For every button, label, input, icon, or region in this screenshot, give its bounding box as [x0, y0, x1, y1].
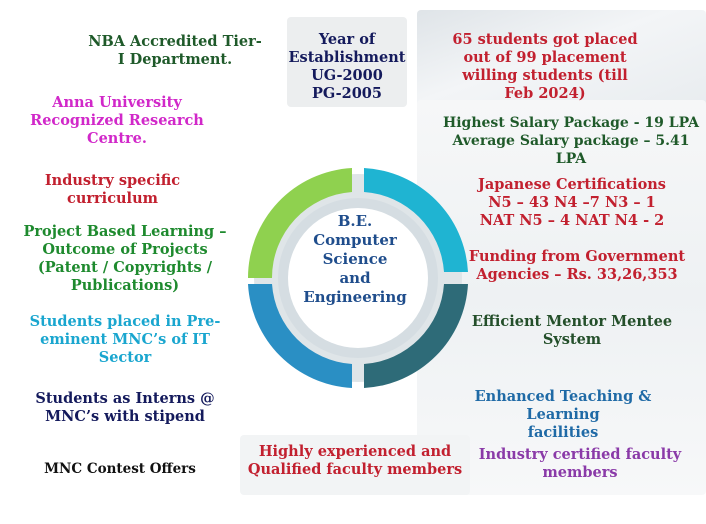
bottom-panel	[240, 435, 470, 495]
placement-stats: 65 students got placed out of 99 placeme…	[452, 31, 638, 102]
nba-accreditation: NBA Accredited Tier- I Department.	[88, 33, 262, 68]
project-based-learning: Project Based Learning – Outcome of Proj…	[23, 223, 227, 294]
industry-certified-faculty: Industry certified faculty members	[478, 446, 682, 481]
program-line-2: Computer	[313, 231, 397, 249]
program-line-5: Engineering	[303, 288, 407, 306]
year-of-establishment: Year of Establishment UG-2000 PG-2005	[288, 31, 406, 102]
mnc-placements: Students placed in Pre- eminent MNC’s of…	[29, 313, 221, 366]
program-line-3: Science	[322, 250, 388, 268]
industry-curriculum: Industry specific curriculum	[44, 172, 181, 207]
experienced-faculty: Highly experienced and Qualified faculty…	[247, 443, 463, 478]
interns-stipend: Students as Interns @ MNC’s with stipend	[35, 390, 215, 425]
mnc-contest-offers: MNC Contest Offers	[44, 461, 196, 477]
ring-segment-cyan	[364, 168, 468, 272]
center-top-panel	[287, 17, 407, 107]
government-funding: Funding from Government Agencies – Rs. 3…	[468, 248, 686, 283]
ring-segment-blue	[248, 284, 352, 388]
mentor-mentee-system: Efficient Mentor Mentee System	[471, 313, 673, 348]
salary-package: Highest Salary Package - 19 LPA Average …	[443, 115, 699, 167]
ring-segment-teal	[364, 284, 468, 388]
ring-diagram	[247, 168, 468, 388]
program-line-1: B.E.	[337, 212, 373, 230]
anna-university-centre: Anna University Recognized Research Cent…	[30, 94, 204, 147]
program-title: B.E. Computer Science and Engineering	[300, 212, 410, 307]
left-panel	[0, 0, 260, 524]
japanese-certifications: Japanese Certifications N5 – 43 N4 –7 N3…	[478, 176, 666, 229]
teaching-learning-facilities: Enhanced Teaching & Learning facilities	[474, 388, 652, 441]
right-top-panel	[417, 10, 706, 110]
ring-segment-green	[247, 168, 352, 278]
ring-center	[288, 208, 428, 348]
program-line-4: and	[339, 269, 371, 287]
